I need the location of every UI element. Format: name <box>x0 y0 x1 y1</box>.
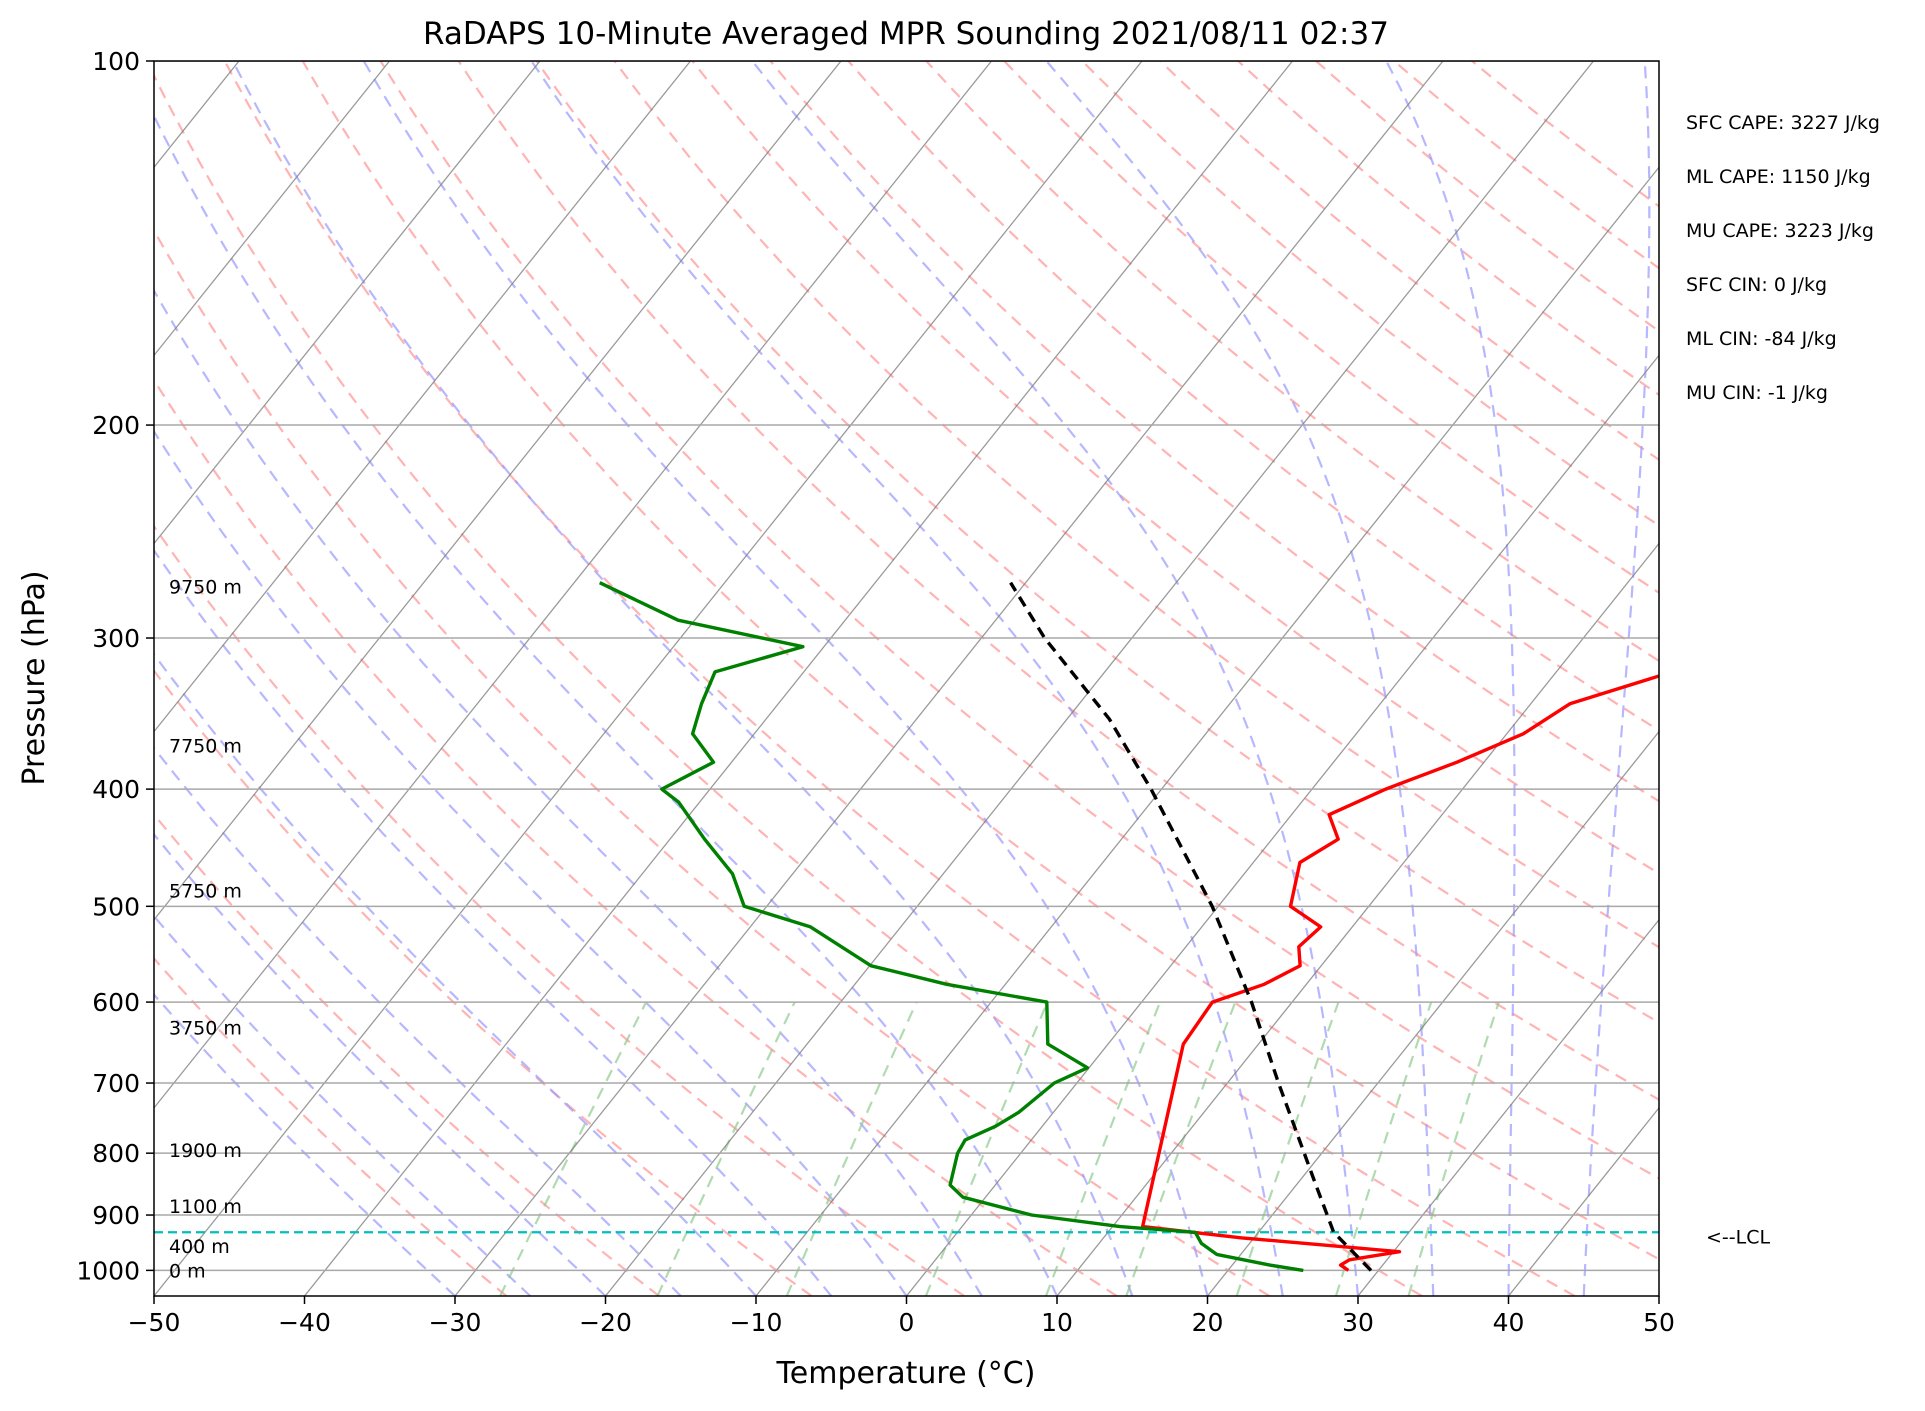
height-label: 3750 m <box>169 1018 242 1040</box>
y-tick-label: 100 <box>92 47 140 76</box>
lcl-label: <--LCL <box>1706 1226 1770 1248</box>
y-tick-label: 200 <box>92 411 140 440</box>
cape-cin-annotation: MU CAPE: 3223 J/kg <box>1686 220 1874 242</box>
x-tick-label: 20 <box>1192 1308 1224 1337</box>
x-axis-label: Temperature (°C) <box>776 1356 1036 1391</box>
height-label: 1100 m <box>169 1196 242 1218</box>
x-tick-label: 10 <box>1041 1308 1073 1337</box>
chart-title: RaDAPS 10-Minute Averaged MPR Sounding 2… <box>423 16 1389 52</box>
height-label: 1900 m <box>169 1140 242 1162</box>
x-tick-label: 30 <box>1342 1308 1374 1337</box>
height-label: 0 m <box>169 1260 206 1282</box>
x-tick-label: −30 <box>429 1308 482 1337</box>
cape-cin-annotation: SFC CAPE: 3227 J/kg <box>1686 112 1880 134</box>
y-axis-label: Pressure (hPa) <box>17 570 52 785</box>
x-tick-label: −10 <box>730 1308 783 1337</box>
x-tick-label: 50 <box>1643 1308 1675 1337</box>
y-tick-label: 300 <box>92 624 140 653</box>
y-tick-label: 400 <box>92 775 140 804</box>
cape-cin-annotation: ML CIN: -84 J/kg <box>1686 328 1837 350</box>
y-tick-label: 700 <box>92 1069 140 1098</box>
cape-cin-annotation: MU CIN: -1 J/kg <box>1686 382 1828 404</box>
y-tick-label: 1000 <box>76 1256 140 1285</box>
y-tick-label: 900 <box>92 1201 140 1230</box>
x-tick-label: 40 <box>1493 1308 1525 1337</box>
cape-cin-annotation: ML CAPE: 1150 J/kg <box>1686 166 1871 188</box>
height-label: 400 m <box>169 1236 230 1258</box>
height-label: 5750 m <box>169 880 242 902</box>
y-tick-label: 500 <box>92 892 140 921</box>
height-label: 9750 m <box>169 577 242 599</box>
x-tick-label: −50 <box>128 1308 181 1337</box>
x-tick-label: −40 <box>278 1308 331 1337</box>
x-tick-label: −20 <box>579 1308 632 1337</box>
cape-cin-annotation: SFC CIN: 0 J/kg <box>1686 274 1827 296</box>
height-label: 7750 m <box>169 735 242 757</box>
y-tick-label: 800 <box>92 1139 140 1168</box>
x-tick-label: 0 <box>899 1308 915 1337</box>
y-tick-label: 600 <box>92 988 140 1017</box>
